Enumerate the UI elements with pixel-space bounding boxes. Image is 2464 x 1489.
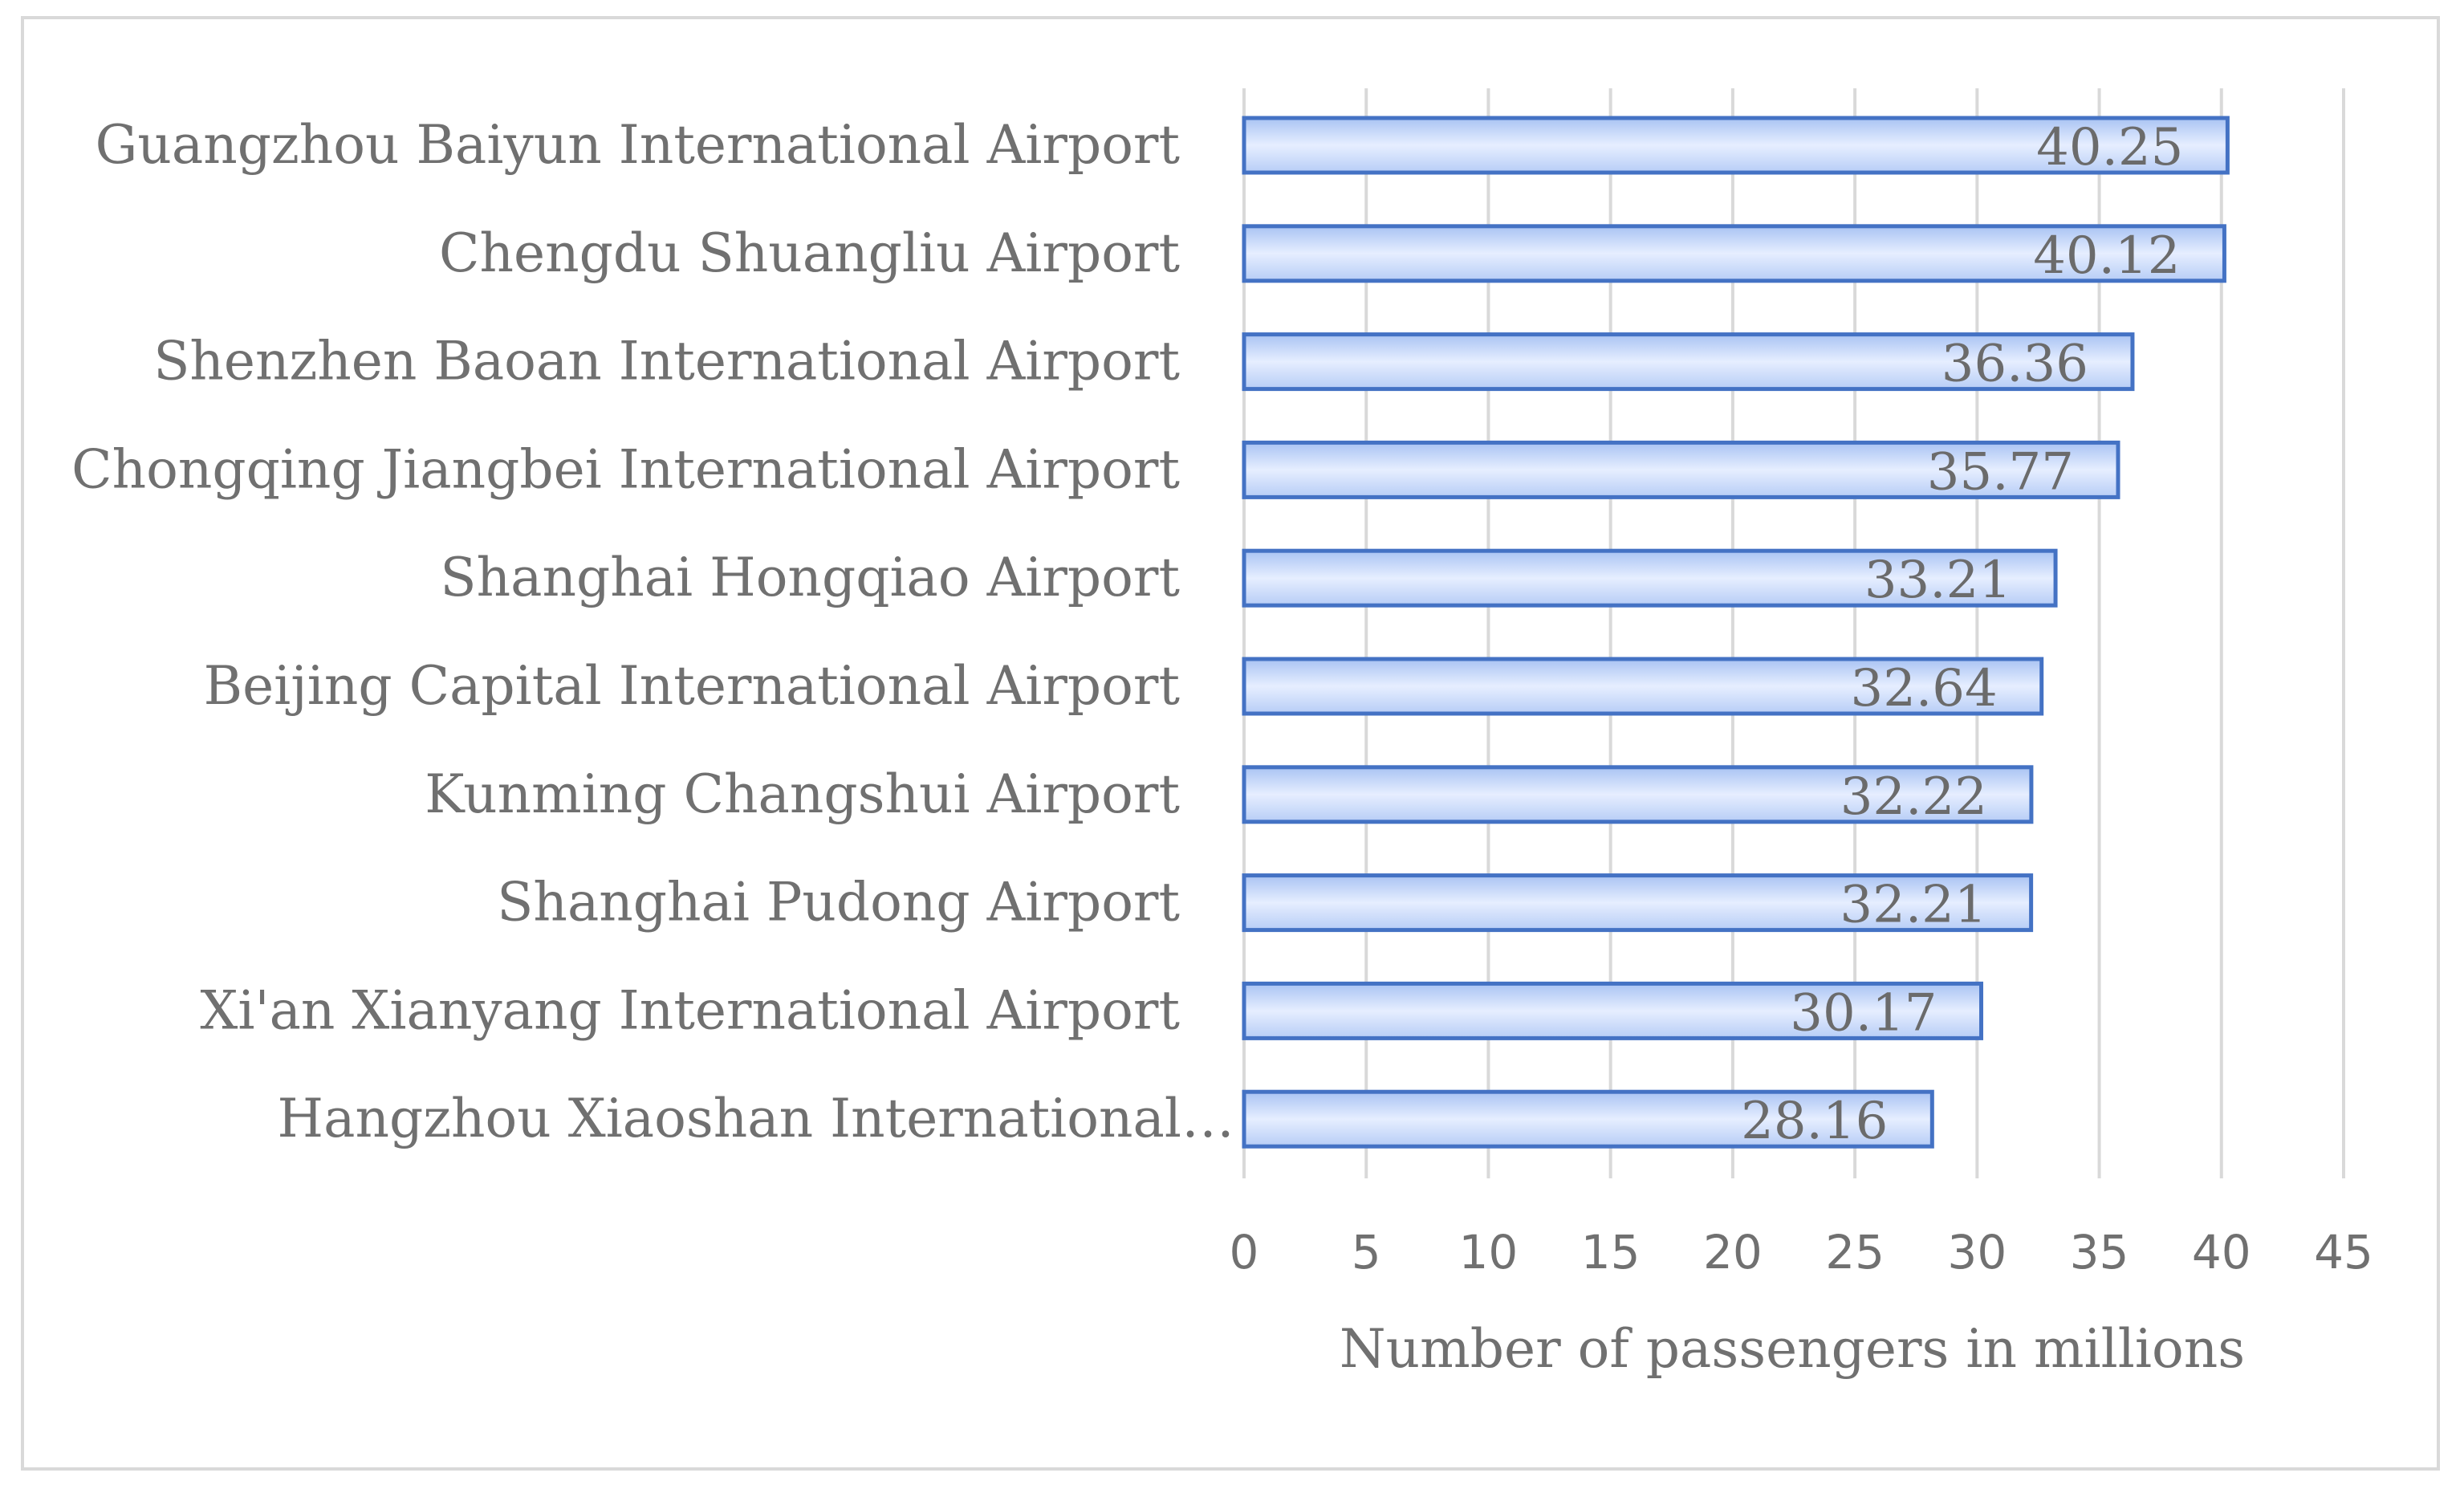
data-label: 36.36: [1942, 335, 2088, 394]
data-label: 40.12: [2033, 226, 2180, 286]
x-tick-label: 40: [2192, 1225, 2251, 1279]
bar: [1242, 765, 2034, 824]
bar: [1242, 116, 2230, 175]
data-label: 32.21: [1840, 876, 1986, 935]
data-labels: 40.25 40.12 36.36 35.77 33.21 32.64 32.22 32.21…: [1741, 118, 2183, 1151]
bar: [1242, 1089, 1934, 1149]
x-tick-label: 15: [1581, 1225, 1641, 1279]
bar: [1242, 332, 2135, 392]
data-label: 33.21: [1864, 551, 2011, 610]
category-label: Chengdu Shuangliu Airport: [439, 222, 1180, 284]
category-label: Guangzhou Baiyun International Airport: [96, 114, 1180, 176]
category-label: Xi'an Xianyang International Airport: [200, 979, 1180, 1041]
category-label: Hangzhou Xiaoshan International…: [278, 1088, 1234, 1149]
data-label: 28.16: [1741, 1092, 1888, 1151]
bars: [1242, 116, 2230, 1149]
x-tick-labels: 0 5 10 15 20 25 30 35 40 45: [1230, 1225, 2373, 1279]
x-tick-label: 25: [1825, 1225, 1885, 1279]
data-label: 40.25: [2036, 118, 2183, 177]
data-label: 35.77: [1927, 442, 2074, 502]
category-label: Kunming Changshui Airport: [425, 763, 1180, 825]
x-tick-label: 35: [2070, 1225, 2129, 1279]
x-tick-label: 45: [2314, 1225, 2373, 1279]
x-axis-title: Number of passengers in millions: [1340, 1318, 2245, 1380]
bar: [1242, 981, 1984, 1040]
category-label: Shenzhen Baoan International Airport: [153, 331, 1180, 393]
bar: [1242, 657, 2044, 716]
bar: [1242, 224, 2226, 283]
bar: [1242, 440, 2120, 499]
x-tick-label: 30: [1947, 1225, 2007, 1279]
data-label: 32.22: [1840, 767, 1987, 827]
category-labels: Guangzhou Baiyun International Airport Ch…: [71, 114, 1234, 1149]
x-tick-label: 20: [1703, 1225, 1763, 1279]
x-tick-label: 10: [1459, 1225, 1519, 1279]
bar: [1242, 548, 2058, 608]
category-label: Shanghai Pudong Airport: [497, 872, 1180, 934]
x-tick-label: 0: [1230, 1225, 1259, 1279]
bar: [1242, 873, 2034, 933]
data-label: 30.17: [1790, 983, 1937, 1043]
category-label: Chongqing Jiangbei International Airport: [71, 438, 1180, 500]
category-label: Shanghai Hongqiao Airport: [440, 547, 1180, 608]
data-label: 32.64: [1850, 659, 1997, 718]
category-label: Beijing Capital International Airport: [204, 655, 1180, 717]
x-tick-label: 5: [1352, 1225, 1381, 1279]
